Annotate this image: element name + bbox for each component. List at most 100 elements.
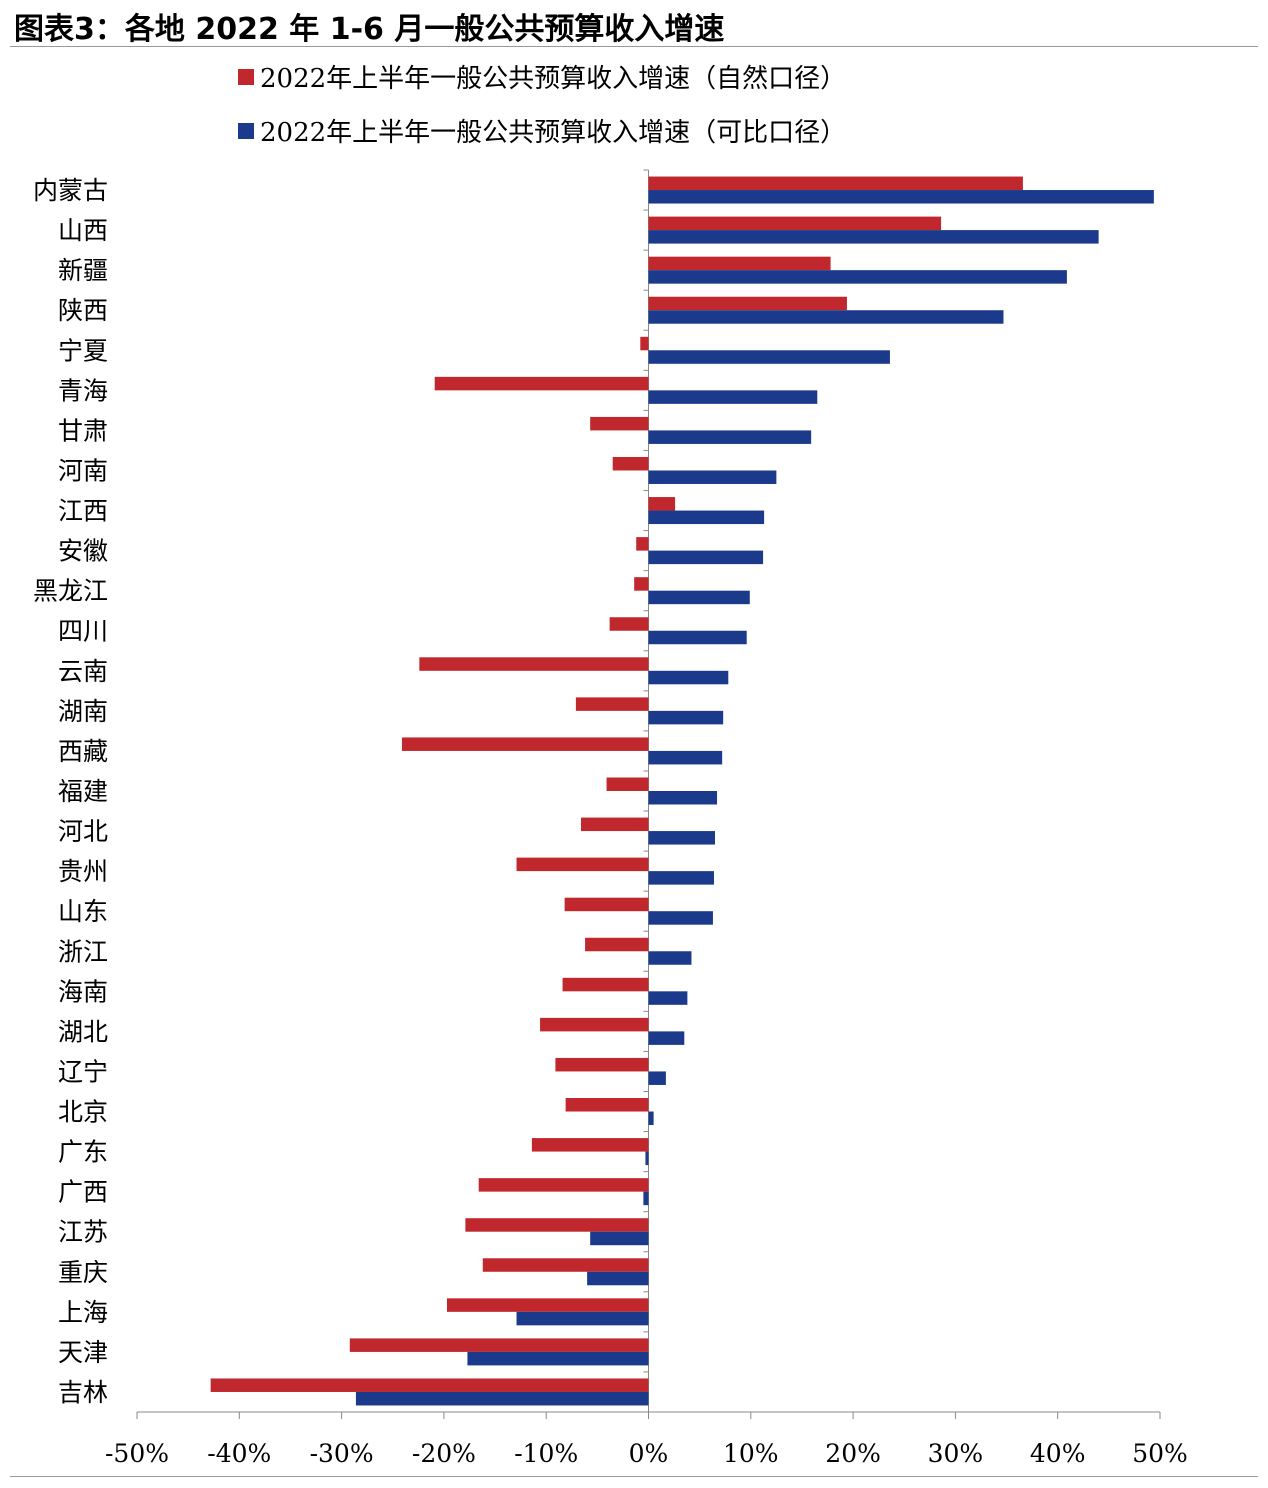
bar-natural [531,1138,649,1152]
bar-natural [446,1298,649,1312]
bar-natural [434,376,649,391]
bar-comparable [648,991,688,1005]
x-tick-label: 30% [928,1439,984,1468]
category-label: 新疆 [58,256,108,285]
category-label: 安徽 [58,537,108,566]
bar-comparable [648,1071,666,1085]
x-tick-label: -40% [207,1439,271,1468]
bar-natural [648,497,676,511]
category-label: 河北 [58,817,108,846]
bottom-rule [10,1476,1258,1477]
bar-comparable [648,750,723,765]
x-tick-label: 20% [825,1439,881,1468]
bar-comparable [648,871,714,885]
category-label: 吉林 [58,1378,108,1407]
bar-comparable [648,310,1004,324]
legend-item-natural: 2022年上半年一般公共预算收入增速（自然口径） [238,58,846,95]
category-label: 上海 [58,1298,108,1327]
bar-natural [580,817,649,832]
bar-natural [648,296,847,311]
category-label: 河南 [58,456,108,485]
category-label: 重庆 [58,1258,108,1287]
x-tick-label: 0% [629,1439,669,1468]
bar-natural [564,897,649,912]
category-label: 山东 [58,897,108,926]
bar-natural [636,537,649,551]
category-label: 贵州 [58,857,108,886]
bar-comparable [648,911,713,925]
x-tick-label: 40% [1030,1439,1086,1468]
bar-natural [349,1338,649,1352]
bar-natural [606,777,649,791]
bar-comparable [648,510,765,525]
x-tick-label: -10% [514,1439,578,1468]
bar-natural [419,657,649,671]
legend-label-comparable: 2022年上半年一般公共预算收入增速（可比口径） [260,118,847,148]
category-label: 海南 [58,977,108,1006]
x-tick-label: -20% [412,1439,476,1468]
category-label: 湖南 [58,697,108,726]
category-label: 陕西 [58,296,108,325]
bar-comparable [648,590,750,605]
bar-comparable [648,630,747,645]
bar-natural [565,1098,649,1112]
legend-label-natural: 2022年上半年一般公共预算收入增速（自然口径） [260,64,847,94]
bar-natural [634,577,649,591]
bar-natural [609,617,649,631]
bar-natural [612,456,649,471]
category-label: 内蒙古 [33,176,108,205]
bar-comparable [648,350,890,364]
bar-comparable [648,430,812,444]
bar-natural [562,977,649,992]
category-label: 青海 [58,376,108,405]
bar-comparable [587,1271,649,1286]
bar-comparable [648,390,818,404]
category-label: 宁夏 [58,336,108,365]
bar-natural [648,176,1023,191]
category-label: 山西 [58,216,108,245]
bar-comparable [643,1191,649,1206]
figure-title: 图表3：各地 2022 年 1-6 月一般公共预算收入增速 [14,12,725,47]
bar-natural [555,1057,649,1072]
legend-swatch-natural [238,68,254,85]
bar-comparable [645,1151,649,1166]
bar-comparable [648,670,729,685]
x-tick-label: -50% [105,1439,169,1468]
x-tick-label: 10% [723,1439,779,1468]
bar-comparable [648,190,1154,204]
bar-natural [465,1218,649,1232]
bar-comparable [648,550,764,565]
category-label: 北京 [58,1098,108,1127]
bar-comparable [648,710,724,725]
bar-natural [210,1378,649,1392]
bar-comparable [648,831,715,845]
bar-natural [540,1017,649,1032]
category-label: 西藏 [58,737,108,766]
bar-comparable [516,1311,649,1326]
bar-comparable [648,230,1099,244]
category-label: 甘肃 [58,416,108,445]
category-label: 四川 [58,617,108,646]
bar-natural [648,216,942,231]
category-label: 江苏 [58,1218,108,1247]
x-tick-label: 50% [1132,1439,1188,1468]
legend-swatch-comparable [238,122,254,139]
bar-natural [478,1178,649,1192]
legend-item-comparable: 2022年上半年一般公共预算收入增速（可比口径） [238,112,846,149]
bar-natural [401,737,649,751]
category-label: 浙江 [58,937,108,966]
bar-natural [590,416,649,431]
bar-comparable [648,1031,685,1045]
bar-comparable [648,791,718,805]
title-rule [10,46,1258,47]
category-label: 江西 [58,497,108,526]
bar-comparable [355,1391,649,1406]
category-label: 云南 [58,657,108,686]
category-label: 广西 [58,1178,108,1207]
category-label: 辽宁 [58,1057,108,1086]
x-tick-label: -30% [310,1439,374,1468]
bar-comparable [590,1231,649,1246]
bar-comparable [648,270,1067,284]
bar-comparable [648,951,692,965]
